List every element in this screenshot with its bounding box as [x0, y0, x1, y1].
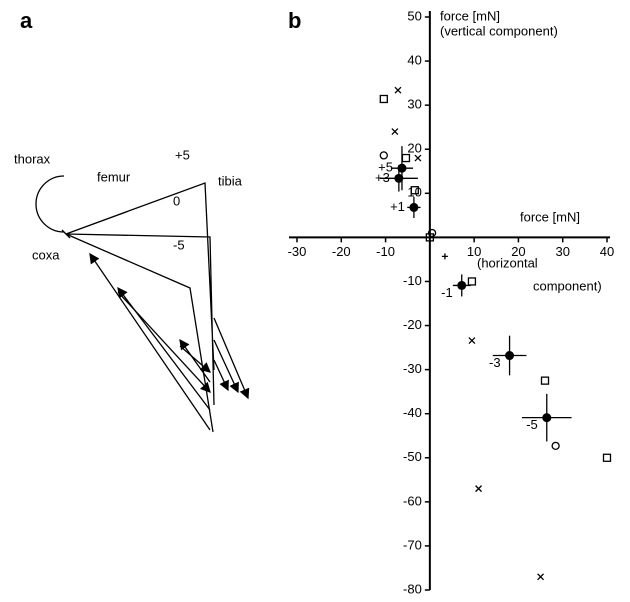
- mean-point: [394, 173, 404, 183]
- square-point: [467, 277, 477, 286]
- cross-point: [537, 573, 545, 581]
- plus-point: [441, 253, 448, 260]
- circle-point: [379, 151, 388, 160]
- x-tick-label: -20: [332, 244, 351, 259]
- panel-label: b: [288, 8, 301, 33]
- x-tick-label: 40: [600, 244, 614, 259]
- leg-outline: [61, 182, 215, 433]
- cross-point: [394, 86, 402, 94]
- square-point: [425, 233, 435, 242]
- y-axis-label: (vertical component): [440, 23, 558, 38]
- x-tick-label: 10: [467, 244, 481, 259]
- mean-point: [397, 163, 407, 173]
- y-tick-label: -80: [403, 581, 422, 596]
- point-label: +3: [375, 170, 390, 185]
- cross-point: [391, 128, 399, 136]
- angle-label: -5: [173, 237, 185, 252]
- square-point: [410, 186, 419, 195]
- y-tick-label: -30: [403, 361, 422, 376]
- point-label: +5: [378, 160, 393, 175]
- x-tick-label: 30: [555, 244, 569, 259]
- circle-point: [427, 228, 437, 238]
- cross-point: [468, 337, 476, 344]
- y-axis-label: force [mN]: [440, 8, 500, 23]
- point-label: -3: [489, 355, 501, 370]
- y-tick-label: -40: [403, 405, 422, 420]
- coxa-label: coxa: [32, 247, 60, 262]
- point-label: +1: [390, 199, 405, 214]
- x-axis-label: (horizontal: [477, 255, 538, 270]
- x-tick-label: 20: [511, 244, 525, 259]
- mean-point: [542, 413, 552, 423]
- x-axis-label: force [mN]: [520, 209, 580, 224]
- x-axis-label: component): [533, 278, 602, 293]
- x-tick-label: -30: [288, 244, 307, 259]
- cross-point: [414, 154, 422, 162]
- thorax-label: thorax: [14, 151, 51, 166]
- x-tick-label: -10: [376, 244, 395, 259]
- y-tick-label: 30: [407, 97, 421, 112]
- y-tick-label: -20: [403, 317, 422, 332]
- angle-label: 0: [173, 193, 180, 208]
- y-tick-label: 50: [407, 8, 421, 23]
- mean-point: [505, 351, 515, 361]
- y-tick-label: -60: [403, 493, 422, 508]
- y-tick-label: -70: [403, 537, 422, 552]
- y-tick-label: -10: [403, 273, 422, 288]
- mean-point: [409, 202, 419, 212]
- femur-label: femur: [97, 169, 131, 184]
- mean-point: [457, 280, 467, 290]
- y-tick-label: 40: [407, 53, 421, 68]
- square-point: [540, 376, 550, 385]
- cross-point: [475, 485, 483, 493]
- square-point: [379, 94, 388, 104]
- point-label: -1: [441, 285, 453, 300]
- square-point: [602, 453, 612, 462]
- angle-label: +5: [175, 147, 190, 162]
- tibia-label: tibia: [218, 173, 243, 188]
- force-arrows: [89, 252, 250, 431]
- circle-point: [551, 441, 560, 451]
- point-label: -5: [526, 417, 538, 432]
- panel-a: a thorax coxa femur tibia +5 0 -5: [14, 8, 250, 433]
- y-tick-label: -50: [403, 449, 422, 464]
- y-tick-label: 20: [407, 141, 421, 156]
- thorax-shape: [35, 175, 65, 233]
- panel-label: a: [20, 8, 33, 33]
